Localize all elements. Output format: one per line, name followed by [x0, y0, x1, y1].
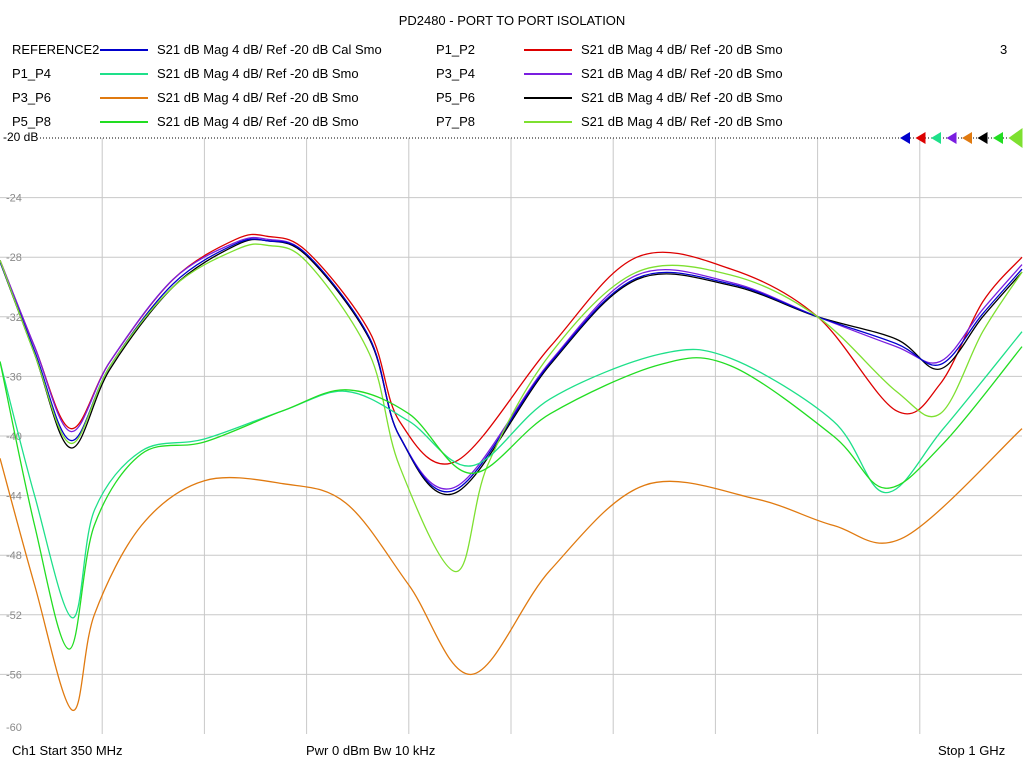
reference-marker-p1-p2	[915, 132, 926, 144]
legend-trace-name: P1_P2	[436, 42, 476, 57]
legend-entry-p3-p4[interactable]: P3_P4 S21 dB Mag 4 dB/ Ref -20 dB Smo	[0, 65, 1024, 83]
series-line-p1-p4	[0, 331, 1023, 619]
y-tick-label: -60	[6, 722, 22, 734]
legend-swatch	[100, 97, 148, 99]
grid	[0, 137, 1022, 734]
legend-entry-p3-p6[interactable]: P3_P6 S21 dB Mag 4 dB/ Ref -20 dB Smo	[0, 89, 1024, 107]
legend-swatch	[524, 73, 572, 75]
legend-trace-description: S21 dB Mag 4 dB/ Ref -20 dB Smo	[581, 114, 783, 129]
reference-marker-p5-p6	[977, 132, 988, 144]
y-tick-label: -28	[6, 252, 22, 264]
legend-swatch	[100, 49, 148, 51]
legend-trace-name: P5_P8	[12, 114, 52, 129]
legend-trace-description: S21 dB Mag 4 dB/ Ref -20 dB Cal Smo	[157, 42, 382, 57]
y-tick-label: -24	[6, 193, 22, 205]
legend-entry-p7-p8[interactable]: P7_P8 S21 dB Mag 4 dB/ Ref -20 dB Smo	[0, 113, 1024, 131]
legend-trace-name: P5_P6	[436, 90, 476, 105]
legend-trace-description: S21 dB Mag 4 dB/ Ref -20 dB Smo	[157, 90, 359, 105]
legend-trace-description: S21 dB Mag 4 dB/ Ref -20 dB Smo	[581, 42, 783, 57]
series-group	[0, 233, 1023, 711]
y-tick-label: -36	[6, 371, 22, 383]
legend-swatch	[100, 73, 148, 75]
legend-trace-description: S21 dB Mag 4 dB/ Ref -20 dB Smo	[581, 66, 783, 81]
reference-marker-p7-p8	[1008, 128, 1023, 148]
legend-swatch	[100, 121, 148, 123]
legend-trace-name: REFERENCE2	[12, 42, 100, 57]
y-tick-label: -44	[6, 491, 22, 503]
reference-markers	[900, 128, 1023, 148]
reference-marker-p3-p6	[962, 132, 972, 144]
reference-marker-p5-p8	[993, 132, 1003, 144]
legend-trace-name: P1_P4	[12, 66, 52, 81]
legend-entry-reference2[interactable]: REFERENCE2 S21 dB Mag 4 dB/ Ref -20 dB Ca…	[0, 41, 1024, 59]
footer-start: Ch1 Start 350 MHz	[12, 743, 123, 758]
legend-swatch	[524, 121, 572, 123]
chart-title: PD2480 - PORT TO PORT ISOLATION	[398, 13, 626, 28]
reference-marker-p3-p4	[946, 132, 957, 144]
series-line-p3-p6	[0, 428, 1023, 711]
reference-marker-p1-p4	[931, 132, 941, 144]
channel-number: 3	[1000, 42, 1008, 57]
legend-entry-p1-p2[interactable]: P1_P2 S21 dB Mag 4 dB/ Ref -20 dB Smo	[0, 41, 1024, 59]
legend-entry-p1-p4[interactable]: P1_P4 S21 dB Mag 4 dB/ Ref -20 dB Smo	[0, 65, 1024, 83]
legend-trace-description: S21 dB Mag 4 dB/ Ref -20 dB Smo	[157, 114, 359, 129]
y-tick-label: -56	[6, 669, 22, 681]
legend-trace-name: P3_P4	[436, 66, 476, 81]
y-axis-ticks: -24-28-32-36-40-44-48-52-56-60	[6, 193, 22, 734]
legend-entry-p5-p6[interactable]: P5_P6 S21 dB Mag 4 dB/ Ref -20 dB Smo	[0, 89, 1024, 107]
legend-swatch	[524, 97, 572, 99]
footer-power-bandwidth: Pwr 0 dBm Bw 10 kHz	[306, 743, 436, 758]
y-tick-label: -52	[6, 610, 22, 622]
series-line-p5-p8	[0, 346, 1023, 650]
legend-trace-description: S21 dB Mag 4 dB/ Ref -20 dB Smo	[581, 90, 783, 105]
reference-level-label: -20 dB	[3, 130, 39, 144]
footer-stop: Stop 1 GHz	[938, 743, 1006, 758]
legend-trace-name: P7_P8	[436, 114, 476, 129]
legend-trace-description: S21 dB Mag 4 dB/ Ref -20 dB Smo	[157, 66, 359, 81]
y-tick-label: -48	[6, 550, 22, 562]
legend-swatch	[524, 49, 572, 51]
legend-trace-name: P3_P6	[12, 90, 52, 105]
y-tick-label: -32	[6, 312, 22, 324]
legend-entry-p5-p8[interactable]: P5_P8 S21 dB Mag 4 dB/ Ref -20 dB Smo	[0, 113, 1024, 131]
reference-marker-reference2	[900, 132, 910, 144]
series-line-p7-p8	[0, 243, 1023, 573]
